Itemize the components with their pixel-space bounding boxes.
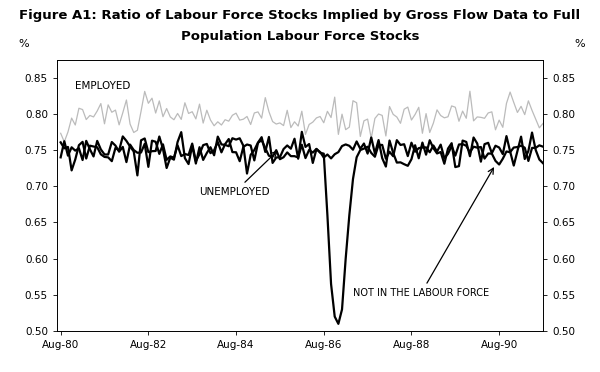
Text: %: % [18, 39, 29, 49]
Text: %: % [575, 39, 585, 49]
Text: NOT IN THE LABOUR FORCE: NOT IN THE LABOUR FORCE [353, 168, 493, 298]
Text: UNEMPLOYED: UNEMPLOYED [200, 151, 277, 197]
Text: Figure A1: Ratio of Labour Force Stocks Implied by Gross Flow Data to Full: Figure A1: Ratio of Labour Force Stocks … [19, 9, 581, 22]
Text: Population Labour Force Stocks: Population Labour Force Stocks [181, 30, 419, 43]
Text: EMPLOYED: EMPLOYED [75, 81, 131, 91]
